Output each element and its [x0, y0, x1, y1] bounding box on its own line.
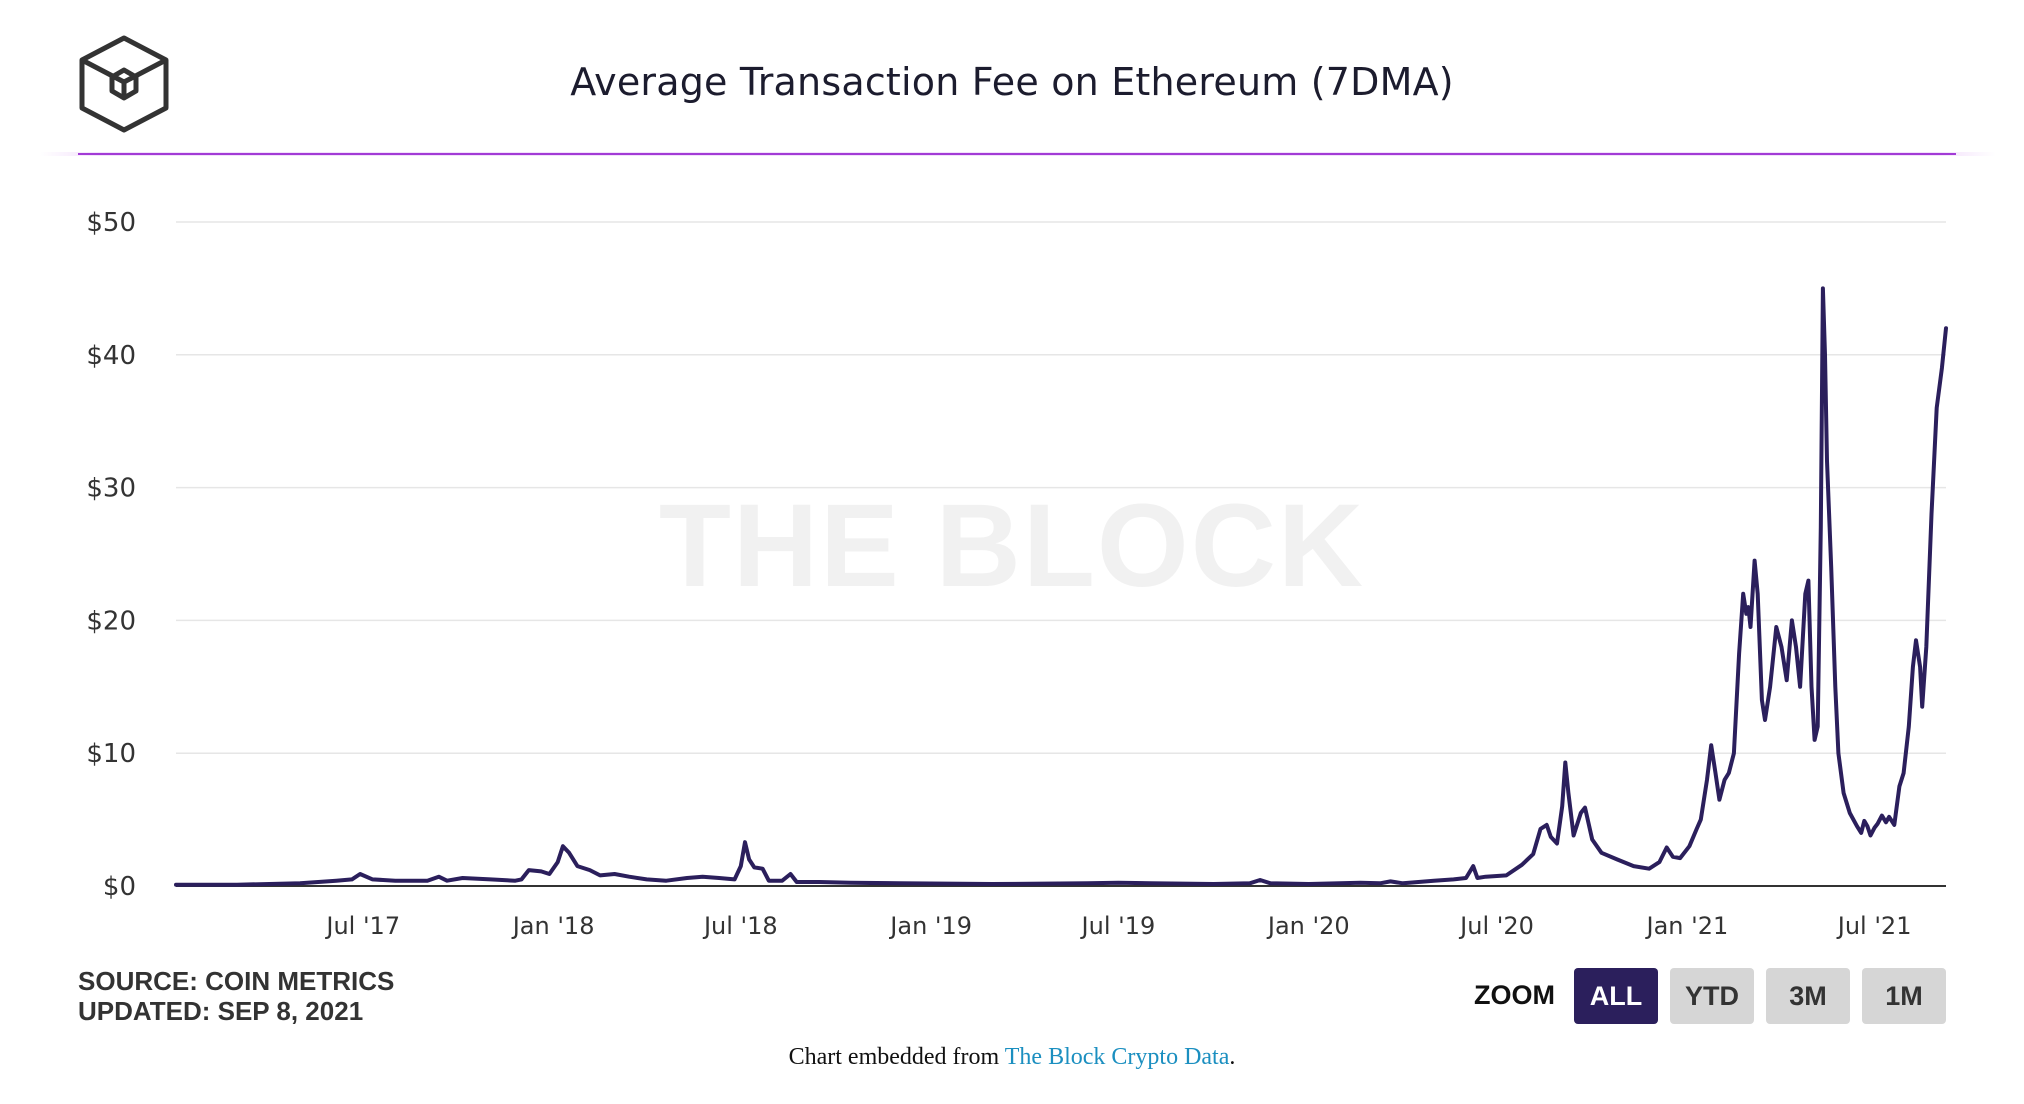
zoom-1m-button[interactable]: 1M	[1862, 968, 1946, 1024]
x-tick-label: Jul '18	[702, 912, 778, 940]
series-line-avg-fee	[174, 286, 1948, 887]
x-tick-label: Jan '21	[1644, 912, 1728, 940]
the-block-crypto-data-link[interactable]: The Block Crypto Data	[1004, 1044, 1230, 1070]
y-tick-label: $20	[86, 606, 136, 636]
x-axis-labels: Jul '17 Jan '18 Jul '18 Jan '19 Jul '19 Jan '…	[324, 912, 1911, 940]
grid-lines	[176, 221, 1946, 887]
zoom-label: ZOOM	[1474, 980, 1555, 1010]
x-tick-label: Jul '20	[1458, 912, 1534, 940]
chart-title: Average Transaction Fee on Ethereum (7DM…	[570, 60, 1454, 104]
embed-note: Chart embedded from The Block Crypto Dat…	[0, 1044, 2024, 1071]
the-block-logo-icon	[79, 35, 169, 133]
watermark: THE BLOCK	[658, 480, 1366, 612]
embed-suffix: .	[1229, 1044, 1236, 1070]
zoom-all-button[interactable]: ALL	[1574, 968, 1658, 1024]
title-divider	[40, 150, 1996, 158]
x-tick-label: Jul '19	[1080, 912, 1156, 940]
y-tick-label: $50	[86, 208, 136, 238]
zoom-3m-button[interactable]: 3M	[1766, 968, 1850, 1024]
x-tick-label: Jan '19	[888, 912, 972, 940]
y-tick-label: $0	[103, 872, 136, 902]
source-text: SOURCE: COIN METRICS	[78, 966, 395, 996]
source-note: SOURCE: COIN METRICS UPDATED: SEP 8, 202…	[78, 966, 394, 1026]
series-layer	[174, 286, 1948, 887]
y-tick-label: $30	[86, 474, 136, 504]
divider-line	[78, 153, 1956, 155]
y-tick-label: $10	[86, 739, 136, 769]
x-tick-label: Jan '20	[1266, 912, 1350, 940]
zoom-ytd-button[interactable]: YTD	[1670, 968, 1754, 1024]
y-axis-labels: $0 $10 $20 $30 $40 $50	[86, 208, 136, 902]
x-tick-label: Jul '21	[1836, 912, 1912, 940]
x-tick-label: Jul '17	[324, 912, 400, 940]
line-chart: $0$10$20$30$40$50 Jul '17 Jan '18 Jul '18 J…	[86, 208, 1948, 940]
embed-prefix: Chart embedded from	[788, 1044, 1005, 1070]
updated-text: UPDATED: SEP 8, 2021	[78, 996, 364, 1026]
y-tick-label: $40	[86, 341, 136, 371]
x-tick-label: Jan '18	[511, 912, 595, 940]
